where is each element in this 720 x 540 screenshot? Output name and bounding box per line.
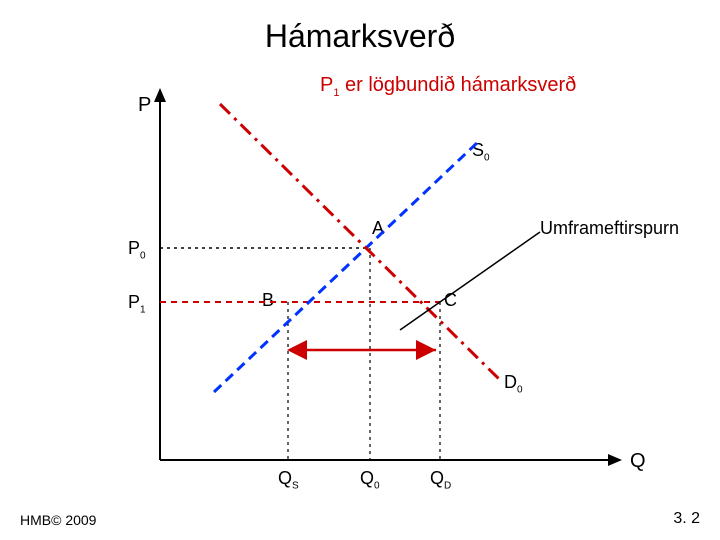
excess-pointer	[400, 232, 540, 330]
demand-line	[220, 104, 500, 380]
supply-line	[214, 142, 478, 392]
slide: Hámarksverð P1 er lögbundið hámarksverð …	[0, 0, 720, 540]
chart-svg	[0, 0, 720, 540]
